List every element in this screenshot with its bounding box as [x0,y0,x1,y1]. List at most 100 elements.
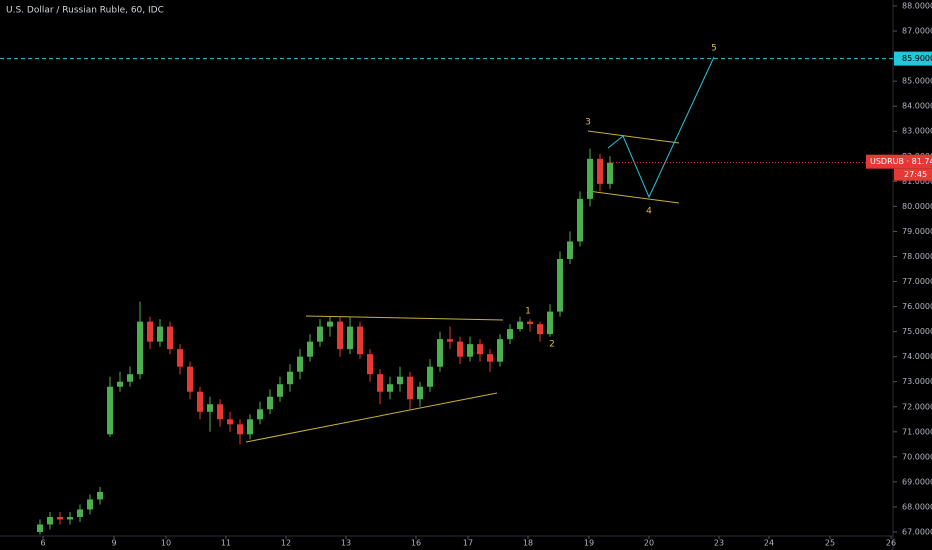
candle-body [467,344,473,357]
candle-body [107,386,113,435]
candle-body [507,329,513,340]
trendline [587,130,680,144]
candle-body [187,366,193,392]
x-tick-label: 10 [161,539,171,548]
candle-body [407,376,413,400]
candle-body [327,321,333,327]
countdown-box [894,168,932,181]
y-tick-label: 87.0000 [902,27,932,36]
chart-title: U.S. Dollar / Russian Ruble, 60, IDC [6,6,164,16]
x-tick-label: 23 [714,539,724,548]
candle-body [567,241,573,259]
candle-body [457,341,463,357]
y-tick-label: 71.0000 [902,427,932,436]
candle-body [87,499,93,510]
candle-body [377,374,383,392]
countdown: 27:45 [904,170,927,179]
candle-body [237,424,243,435]
candle-body [387,384,393,392]
y-tick-label: 67.0000 [902,527,932,536]
y-tick-label: 72.0000 [902,402,932,411]
candle-body [437,339,443,367]
candle-body [227,419,233,425]
y-tick-label: 80.0000 [902,202,932,211]
candle-body [217,404,223,420]
candle-body [47,516,53,525]
candle-body [577,198,583,242]
candle-body [597,158,603,184]
candle-body [317,326,323,342]
x-tick-label: 12 [281,539,291,548]
last-price-label: USDRUB · 81.7450 [870,157,932,166]
y-tick-label: 74.0000 [902,352,932,361]
candle-body [127,374,133,382]
candle-body [417,386,423,400]
candle-body [447,339,453,342]
x-tick-label: 26 [886,539,896,548]
trendline [587,190,680,204]
candle-body [137,321,143,375]
candle-body [157,326,163,342]
candle-body [147,321,153,342]
y-tick-label: 69.0000 [902,477,932,486]
wave-label: 3 [585,118,591,128]
candle-body [397,376,403,385]
candle-body [267,396,273,410]
trendlines [245,130,680,443]
y-tick-label: 77.0000 [902,277,932,286]
y-tick-label: 88.0000 [902,2,932,11]
y-tick-label: 68.0000 [902,502,932,511]
candle-body [287,371,293,385]
candle-body [197,391,203,412]
y-tick-label: 84.0000 [902,102,932,111]
y-tick-label: 81.0000 [902,177,932,186]
x-tick-label: 13 [341,539,351,548]
candle-body [277,384,283,397]
trendline [305,315,504,321]
candle-body [547,311,553,335]
trendline [245,392,498,443]
candle-body [257,409,263,420]
candle-body [67,516,73,520]
candle-body [607,162,613,184]
x-tick-label: 25 [825,539,835,548]
candle-body [557,258,563,312]
y-tick-label: 70.0000 [902,452,932,461]
y-tick-label: 76.0000 [902,302,932,311]
candle-body [247,419,253,435]
candle-body [347,326,353,350]
x-tick-label: 24 [764,539,774,548]
candle-body [337,321,343,350]
candle-body [367,354,373,375]
candle-body [97,491,103,500]
wave-label: 4 [646,207,652,217]
last-price-box [866,154,932,169]
wave-label: 1 [525,307,531,317]
y-tick-label: 78.0000 [902,252,932,261]
candle-body [167,326,173,350]
wave-label: 5 [711,44,717,54]
candle-body [477,344,483,355]
x-tick-label: 16 [411,539,421,548]
x-tick-label: 11 [221,539,231,548]
y-tick-label: 73.0000 [902,377,932,386]
y-tick-label: 83.0000 [902,127,932,136]
candle-body [77,509,83,517]
x-tick-label: 19 [584,539,594,548]
x-tick-label: 6 [40,539,45,548]
target-box [894,51,932,66]
candle-body [307,341,313,357]
y-tick-label: 79.0000 [902,227,932,236]
candle-body [527,321,533,325]
target-label: 85.9000 [902,54,932,63]
candle-body [297,356,303,372]
candle-body [487,354,493,362]
y-tick-label: 75.0000 [902,327,932,336]
candle-body [57,516,63,520]
wave-projection [607,56,715,199]
candle-body [587,158,593,199]
candle-body [497,339,503,362]
candle-body [537,324,543,335]
